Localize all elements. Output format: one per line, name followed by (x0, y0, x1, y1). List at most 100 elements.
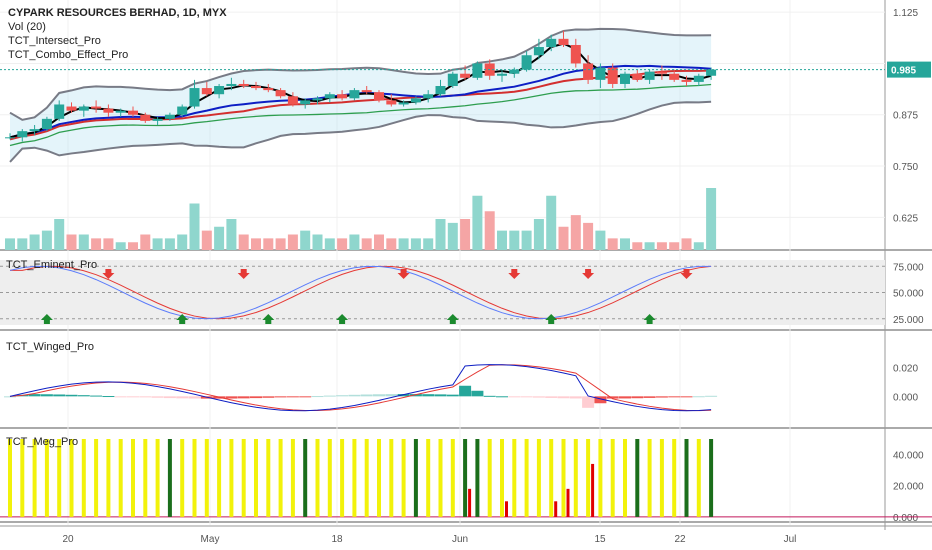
volume-bar (644, 242, 655, 250)
winged-histogram-bar (705, 395, 718, 397)
candle-body (669, 73, 680, 80)
volume-bar (693, 242, 704, 250)
volume-bar (214, 226, 225, 250)
volume-bar (374, 234, 384, 250)
candle-body (570, 44, 581, 64)
volume-bar (386, 238, 397, 250)
winged-histogram-bar (397, 394, 410, 397)
winged-tick-label: 0.000 (893, 392, 918, 403)
volume-bar (312, 234, 323, 250)
winged-histogram-bar (237, 396, 250, 399)
winged-histogram-bar (508, 396, 521, 398)
candle-body (54, 104, 65, 119)
volume-bar (361, 238, 372, 250)
candle-body (595, 67, 606, 80)
candle-body (324, 94, 335, 99)
candle-body (693, 75, 704, 82)
legend-combo: TCT_Combo_Effect_Pro (8, 49, 129, 61)
meg-bar (536, 439, 541, 517)
legend-intersect: TCT_Intersect_Pro (8, 35, 101, 47)
volume-bar (509, 230, 520, 250)
winged-histogram-bar (102, 396, 115, 398)
eminent-tick-label: 75.000 (893, 262, 924, 273)
volume-bar (29, 234, 40, 250)
winged-histogram-bar (409, 394, 422, 397)
time-tick-label: Jul (784, 534, 797, 545)
eminent-main-line (9, 265, 712, 320)
winged-histogram-bar (692, 396, 705, 398)
volume-bar (681, 238, 692, 250)
meg-tick-label: 20.000 (893, 482, 924, 493)
buy-arrow (545, 314, 558, 324)
volume-bar (632, 242, 643, 250)
winged-histogram-bar (53, 394, 66, 397)
meg-bar (561, 439, 566, 517)
meg-bar (647, 439, 652, 517)
pane-label-eminent: TCT_Eminent_Pro (6, 259, 98, 271)
candle-body (103, 108, 114, 113)
volume-bar (546, 195, 557, 250)
sell-arrow (102, 269, 115, 279)
meg-bar (684, 439, 689, 517)
volume-bar (607, 238, 618, 250)
winged-histogram-bar (532, 396, 545, 398)
meg-bar (57, 439, 62, 517)
candle-body (374, 92, 384, 101)
winged-histogram-bar (434, 394, 447, 397)
meg-bar (610, 439, 615, 517)
volume-bar (300, 230, 311, 250)
winged-histogram-bar (90, 395, 103, 397)
candle-body (66, 106, 77, 111)
candle-body (447, 73, 458, 87)
price-tick-label: 0.875 (893, 111, 918, 122)
candle-body (398, 102, 409, 105)
eminent-tick-label: 25.000 (893, 315, 924, 326)
meg-bar (155, 439, 160, 517)
meg-bar (573, 439, 578, 517)
meg-bar (290, 439, 295, 517)
candle-body (177, 106, 188, 115)
candle-body (128, 110, 138, 115)
winged-histogram-bar (545, 396, 558, 398)
winged-histogram-bar (643, 396, 656, 398)
winged-histogram-bar (471, 390, 484, 397)
winged-histogram-bar (114, 396, 127, 398)
meg-bar (131, 439, 135, 517)
meg-tick-label: 0.000 (893, 513, 918, 524)
volume-bar (349, 234, 360, 250)
meg-bar (450, 439, 455, 517)
meg-bar (389, 439, 394, 517)
meg-bar (401, 439, 406, 517)
time-tick-label: Jun (452, 534, 468, 545)
candle-body (300, 100, 311, 105)
time-tick-label: 20 (62, 534, 74, 545)
bollinger-lower (9, 100, 712, 163)
meg-bar (586, 439, 591, 517)
winged-histogram-bar (151, 396, 164, 398)
time-tick-label: 15 (594, 534, 606, 545)
meg-bar (500, 439, 504, 517)
meg-bar (327, 439, 332, 517)
candle-body (226, 83, 237, 87)
candle-body (423, 94, 434, 99)
winged-histogram-bar (569, 396, 582, 399)
meg-bar (696, 439, 701, 517)
volume-bar (54, 219, 65, 250)
last-price-tag (887, 61, 931, 78)
candle-body (386, 100, 397, 105)
meg-bar (340, 439, 345, 517)
volume-bar (128, 242, 138, 250)
volume-bar (41, 230, 52, 250)
bollinger-fill (10, 28, 712, 162)
buy-arrow (262, 314, 275, 324)
winged-histogram-bar (594, 396, 607, 404)
volume-bar (66, 234, 77, 250)
winged-histogram-bar (77, 395, 90, 397)
volume-bar (17, 238, 28, 250)
meg-bar (709, 439, 714, 517)
winged-histogram-bar (373, 394, 385, 397)
pane-label-meg: TCT_Meg_Pro (6, 436, 79, 448)
winged-histogram-bar (483, 395, 496, 397)
eminent-background (0, 260, 885, 325)
